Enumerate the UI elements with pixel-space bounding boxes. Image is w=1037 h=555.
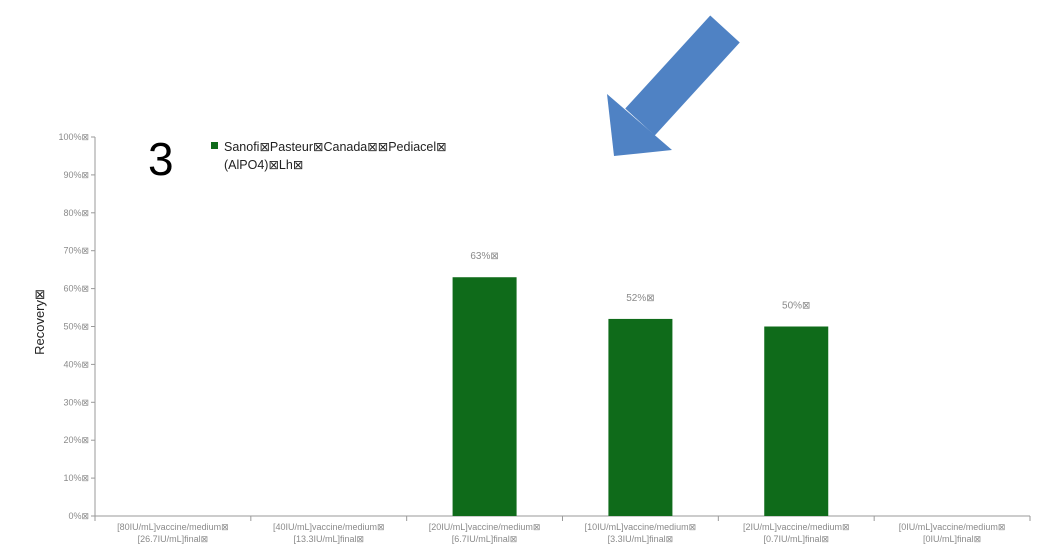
legend-label-line-1: Sanofi⊠Pasteur⊠Canada⊠⊠Pediacel⊠	[224, 140, 447, 154]
axes: 0%⊠ 10%⊠ 20%⊠ 30%⊠ 40%⊠ 50%⊠ 60%⊠ 70%⊠ 80%⊠ 90%⊠ 1…	[58, 132, 1031, 544]
x-category-label: [20IU/mL]vaccine/medium⊠	[429, 522, 541, 532]
x-category-label: [0IU/mL]vaccine/medium⊠	[899, 522, 1006, 532]
y-tick-label: 40%⊠	[63, 359, 89, 369]
bar-data-label: 52%⊠	[626, 293, 654, 304]
y-tick-label: 10%⊠	[63, 473, 89, 483]
x-category-label: [26.7IU/mL]final⊠	[138, 534, 209, 544]
x-category-label: [2IU/mL]vaccine/medium⊠	[743, 522, 850, 532]
x-category-label: [6.7IU/mL]final⊠	[452, 534, 518, 544]
bar	[764, 326, 829, 516]
panel-label: 3	[148, 133, 174, 185]
legend-label-line-2: (AlPO4)⊠Lh⊠	[224, 158, 303, 172]
y-tick-label: 90%⊠	[63, 170, 89, 180]
x-category-label: [10IU/mL]vaccine/medium⊠	[585, 522, 697, 532]
y-tick-label: 50%⊠	[63, 322, 89, 332]
legend-swatch	[211, 142, 218, 149]
x-category-label: [0.7IU/mL]final⊠	[763, 534, 829, 544]
arrow-shaft	[625, 15, 740, 136]
x-category-label: [40IU/mL]vaccine/medium⊠	[273, 522, 385, 532]
y-tick-label: 20%⊠	[63, 435, 89, 445]
x-category-label: [80IU/mL]vaccine/medium⊠	[117, 522, 229, 532]
bar-data-label: 63%⊠	[470, 251, 498, 262]
arrow-annotation	[607, 15, 740, 156]
y-tick-label: 60%⊠	[63, 284, 89, 294]
arrow-head	[607, 94, 672, 156]
y-tick-label: 100%⊠	[58, 132, 89, 142]
y-tick-label: 70%⊠	[63, 246, 89, 256]
x-category-label: [3.3IU/mL]final⊠	[608, 534, 674, 544]
bars: 63%⊠ 52%⊠ 50%⊠	[452, 251, 829, 516]
x-category-label: [13.3IU/mL]final⊠	[293, 534, 364, 544]
bar-data-label: 50%⊠	[782, 301, 810, 312]
bar	[452, 277, 517, 516]
x-category-label: [0IU/mL]final⊠	[923, 534, 981, 544]
y-tick-label: 30%⊠	[63, 397, 89, 407]
y-tick-label: 0%⊠	[68, 511, 89, 521]
legend: Sanofi⊠Pasteur⊠Canada⊠⊠Pediacel⊠ (AlPO4)…	[211, 140, 447, 172]
bar	[608, 318, 673, 516]
y-axis-title: Recovery⊠	[32, 289, 47, 355]
y-tick-label: 80%⊠	[63, 208, 89, 218]
